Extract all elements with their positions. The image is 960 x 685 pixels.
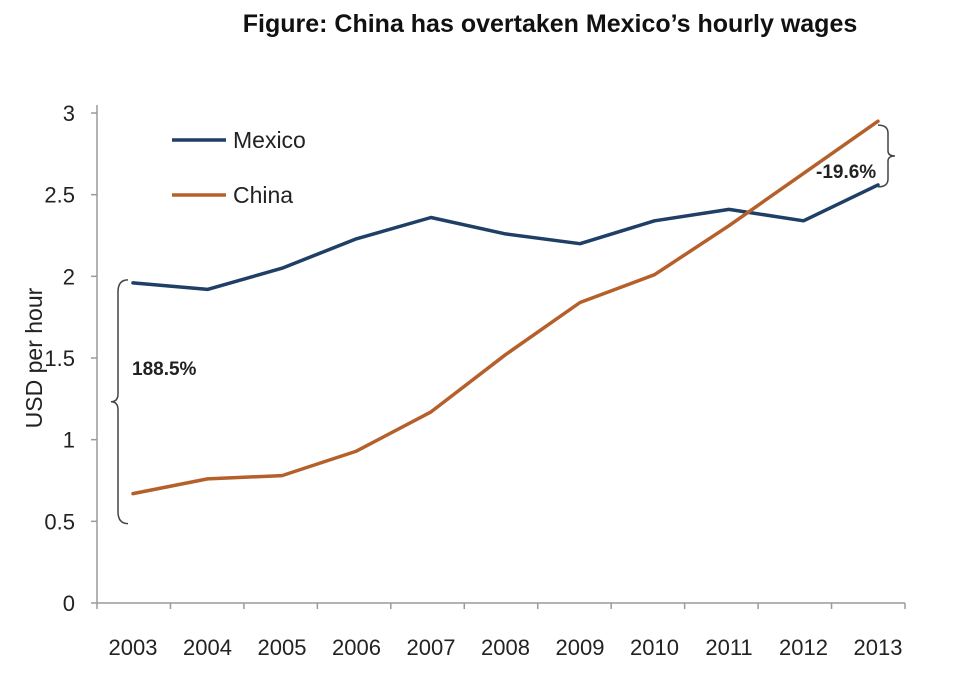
annotations: 188.5% -19.6% xyxy=(110,124,896,525)
y-tick-label: 2.5 xyxy=(44,183,75,208)
series-lines xyxy=(131,119,880,496)
legend: Mexico China xyxy=(172,127,306,208)
annotation-label-left: 188.5% xyxy=(132,359,197,380)
x-tick-label: 2004 xyxy=(183,635,232,660)
chart-title: Figure: China has overtaken Mexico’s hou… xyxy=(242,10,858,38)
right-brace xyxy=(877,124,896,188)
y-axis-ticks: 0 0.5 1 1.5 2 2.5 3 xyxy=(44,101,97,616)
left-brace xyxy=(110,279,129,525)
x-tick-label: 2008 xyxy=(481,635,530,660)
annotation-label-right: -19.6% xyxy=(816,162,876,183)
x-tick-label: 2003 xyxy=(109,635,158,660)
series-line-mexico xyxy=(131,183,880,292)
y-axis-label: USD per hour xyxy=(21,287,47,428)
x-tick-label: 2005 xyxy=(258,635,307,660)
chart-axes xyxy=(96,105,905,604)
x-tick-label: 2010 xyxy=(630,635,679,660)
legend-label-china: China xyxy=(233,182,293,208)
y-tick-label: 1.5 xyxy=(44,346,75,371)
x-tick-label: 2012 xyxy=(779,635,828,660)
y-tick-label: 3 xyxy=(63,101,75,126)
y-tick-label: 0.5 xyxy=(44,509,75,534)
y-tick-label: 2 xyxy=(63,264,75,289)
x-tick-label: 2006 xyxy=(332,635,381,660)
y-tick-label: 0 xyxy=(63,591,75,616)
x-axis-ticks: 2003 2004 2005 2006 2007 2008 2009 2010 2011 2012… xyxy=(96,603,906,660)
x-tick-label: 2011 xyxy=(705,635,752,660)
x-tick-label: 2009 xyxy=(556,635,605,660)
x-tick-label: 2013 xyxy=(854,635,903,660)
series-line-china xyxy=(131,119,880,496)
y-tick-label: 1 xyxy=(63,428,75,453)
x-tick-label: 2007 xyxy=(407,635,456,660)
legend-label-mexico: Mexico xyxy=(233,127,306,153)
